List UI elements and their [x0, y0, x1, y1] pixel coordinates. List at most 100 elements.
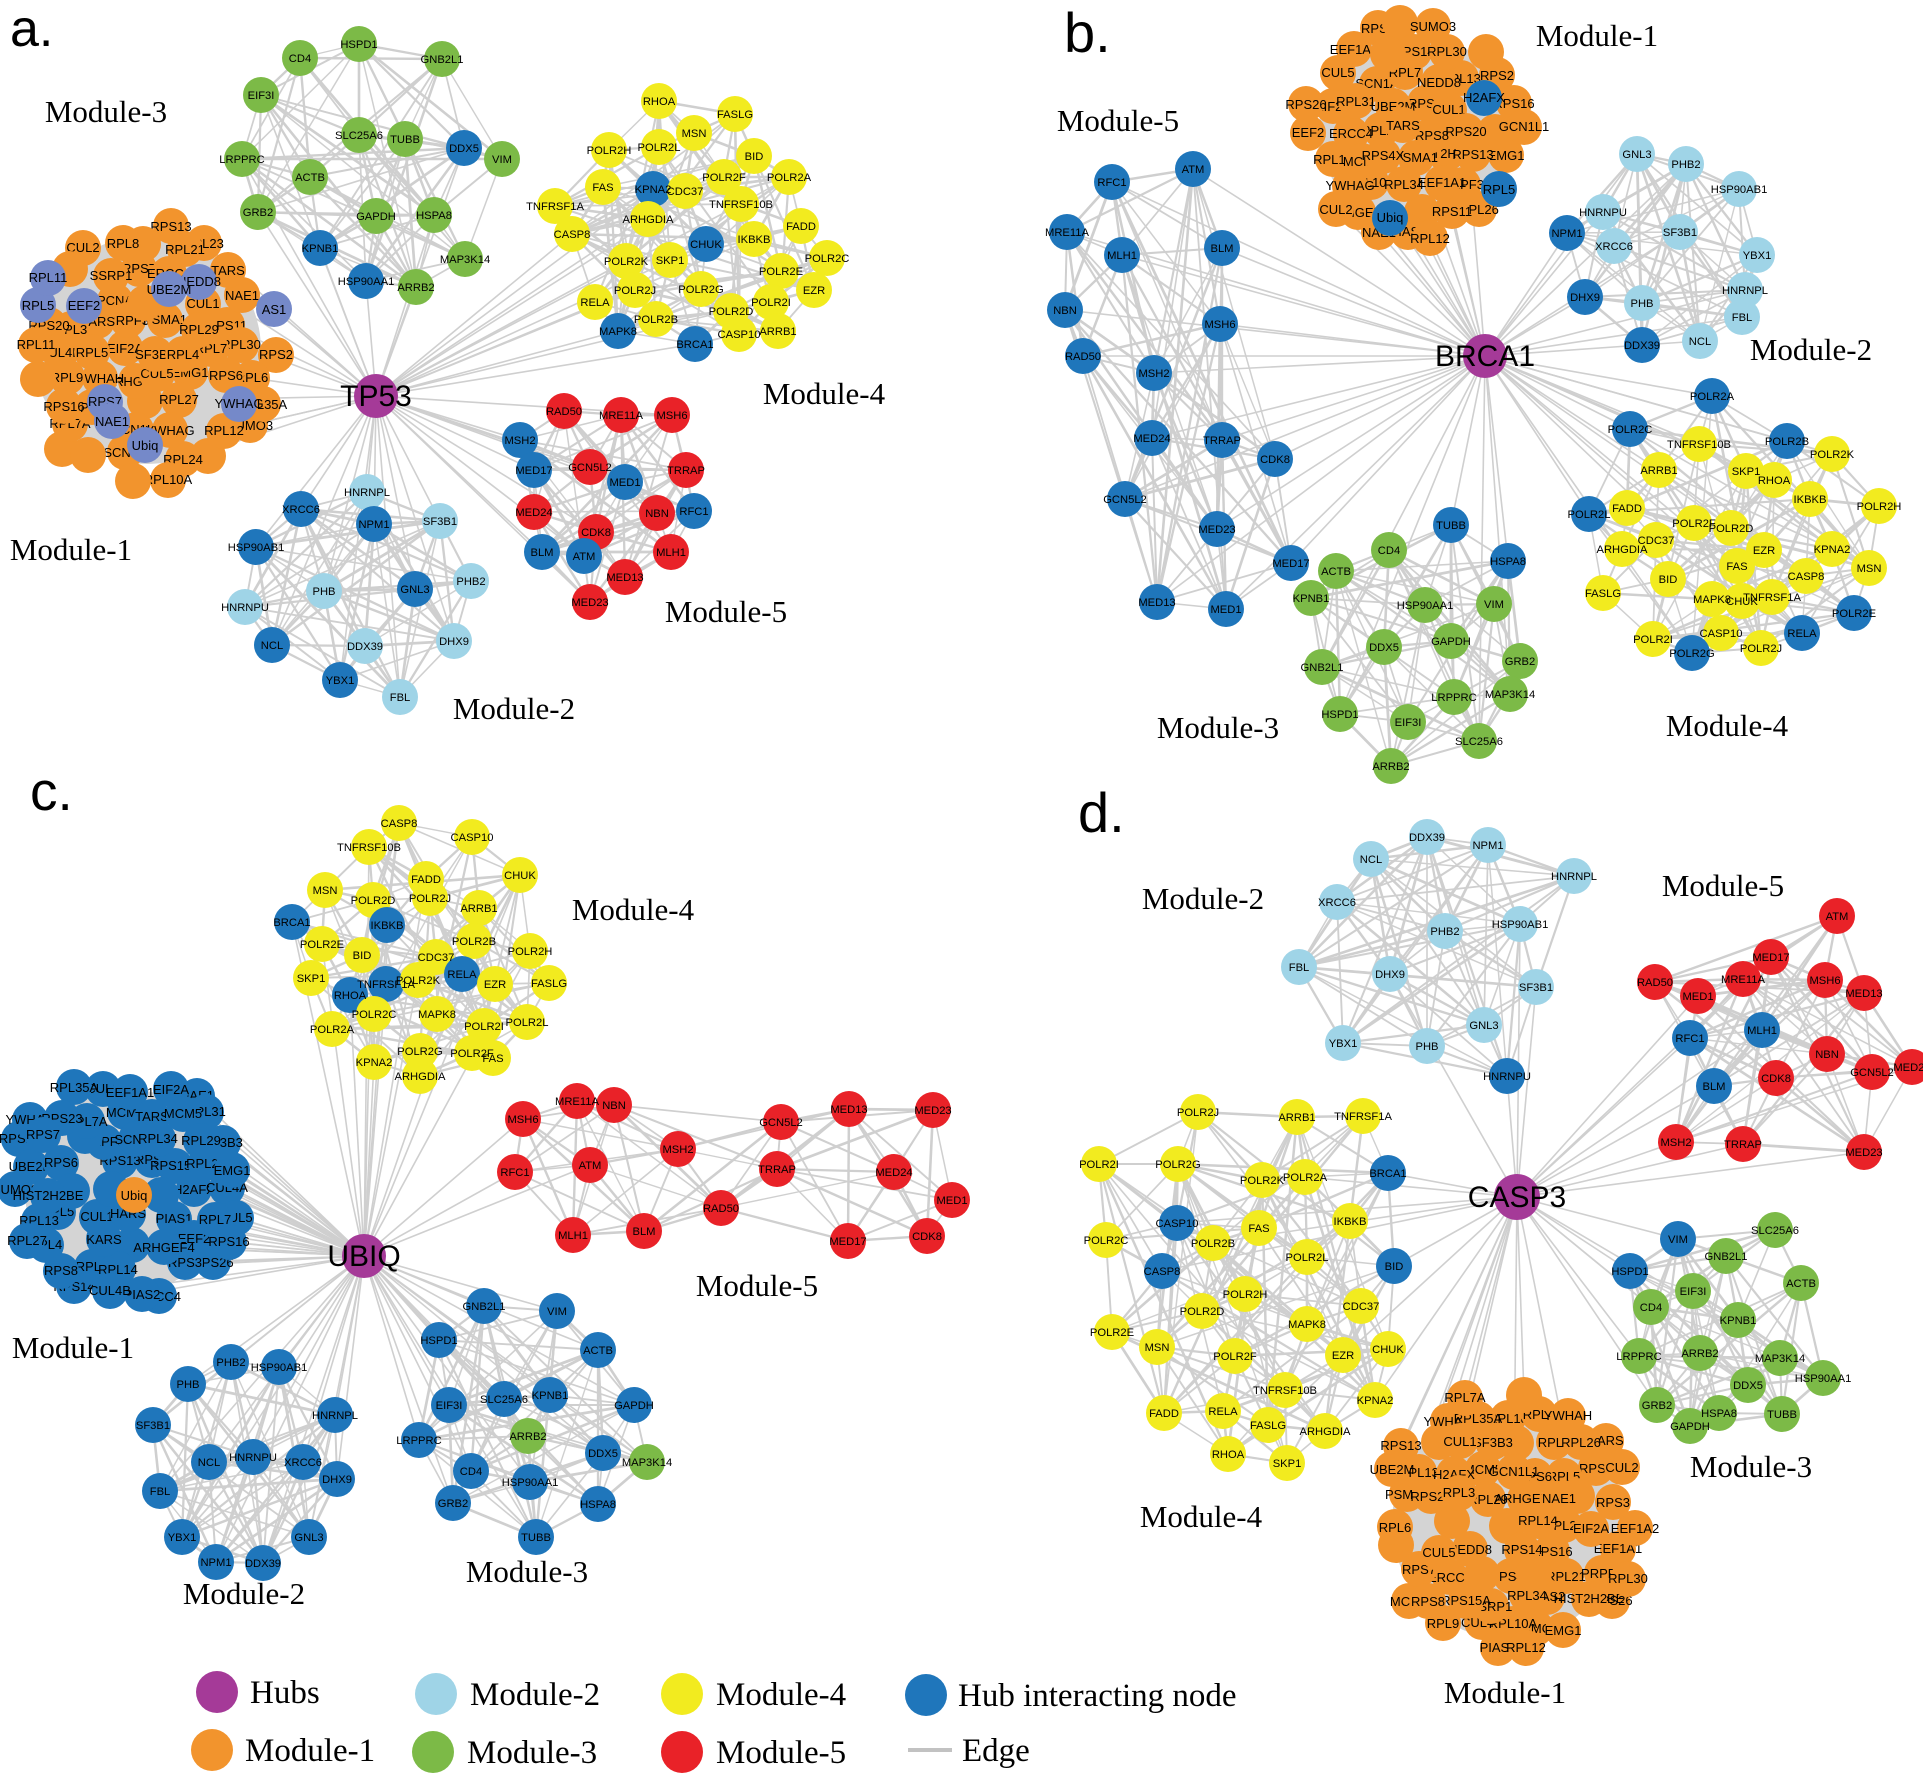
svg-text:IKBKB: IKBKB	[738, 234, 771, 246]
svg-text:HSP90AB1: HSP90AB1	[1711, 184, 1768, 196]
svg-text:GNL3: GNL3	[400, 584, 429, 596]
svg-text:Module-2: Module-2	[1142, 881, 1264, 916]
svg-text:DDX39: DDX39	[1409, 832, 1445, 844]
svg-text:NPM1: NPM1	[358, 519, 389, 531]
svg-text:POLR2G: POLR2G	[678, 284, 723, 296]
svg-text:ATM: ATM	[1826, 911, 1849, 923]
svg-text:RPL11: RPL11	[29, 270, 68, 285]
svg-text:GNL3: GNL3	[1622, 149, 1651, 161]
svg-text:MED17: MED17	[1272, 558, 1309, 570]
svg-text:CUL1: CUL1	[1443, 1434, 1476, 1449]
svg-text:GRB2: GRB2	[243, 207, 273, 219]
svg-text:Module-1: Module-1	[10, 532, 132, 567]
svg-text:HNRNPU: HNRNPU	[221, 602, 269, 614]
svg-text:HNRNPL: HNRNPL	[312, 1410, 358, 1422]
svg-text:MED23: MED23	[571, 597, 608, 609]
svg-text:MRE11A: MRE11A	[1721, 974, 1765, 986]
svg-text:Ubiq: Ubiq	[121, 1188, 148, 1203]
svg-text:RPS26: RPS26	[1285, 97, 1326, 112]
svg-text:FADD: FADD	[1149, 1408, 1179, 1420]
svg-text:HNRNPU: HNRNPU	[229, 1452, 277, 1464]
svg-text:BRCA1: BRCA1	[1435, 340, 1535, 373]
svg-text:RPL27: RPL27	[159, 392, 199, 407]
svg-text:HSP90AB1: HSP90AB1	[228, 542, 285, 554]
svg-text:KPNB1: KPNB1	[532, 1390, 569, 1402]
svg-text:CDC37: CDC37	[667, 186, 704, 198]
svg-text:POLR2J: POLR2J	[1740, 643, 1782, 655]
svg-text:DDX39: DDX39	[1624, 340, 1660, 352]
svg-text:HSPA8: HSPA8	[1490, 556, 1526, 568]
svg-text:UBE2M: UBE2M	[147, 282, 192, 297]
svg-text:YBX1: YBX1	[1329, 1038, 1358, 1050]
svg-text:VIM: VIM	[547, 1306, 567, 1318]
svg-text:IKBKB: IKBKB	[371, 920, 404, 932]
svg-text:Ubiq: Ubiq	[132, 438, 159, 453]
svg-text:FADD: FADD	[411, 874, 441, 886]
svg-text:RPS16: RPS16	[208, 1234, 249, 1249]
svg-text:Module-5: Module-5	[696, 1268, 818, 1303]
svg-text:AS1: AS1	[262, 302, 287, 317]
svg-text:HSPA8: HSPA8	[416, 210, 452, 222]
svg-text:POLR2L: POLR2L	[506, 1017, 549, 1029]
svg-text:CHUK: CHUK	[1372, 1344, 1404, 1356]
svg-text:RPL30: RPL30	[221, 337, 261, 352]
svg-text:POLR2B: POLR2B	[1765, 436, 1809, 448]
svg-text:HNRNPU: HNRNPU	[1579, 207, 1627, 219]
svg-text:ACTB: ACTB	[1786, 1278, 1816, 1290]
svg-text:MLH1: MLH1	[1107, 250, 1137, 262]
svg-text:MED24: MED24	[875, 1167, 912, 1179]
svg-text:c.: c.	[30, 760, 73, 822]
svg-text:BLM: BLM	[530, 547, 553, 559]
svg-text:NCL: NCL	[198, 1457, 220, 1469]
svg-text:RPS15A: RPS15A	[1441, 1593, 1491, 1608]
svg-text:TNFRSF10B: TNFRSF10B	[1667, 439, 1731, 451]
svg-text:Module-5: Module-5	[665, 594, 787, 629]
svg-text:GCN1L1: GCN1L1	[1499, 119, 1550, 134]
svg-text:CD4: CD4	[1640, 1302, 1662, 1314]
svg-text:MED1: MED1	[1682, 991, 1713, 1003]
svg-text:YBX1: YBX1	[1743, 250, 1772, 262]
svg-text:CUL5: CUL5	[1321, 65, 1354, 80]
svg-text:MSN: MSN	[682, 128, 707, 140]
svg-text:POLR2L: POLR2L	[1286, 1252, 1329, 1264]
svg-text:RAD50: RAD50	[1637, 977, 1673, 989]
svg-text:TUBB: TUBB	[1767, 1409, 1797, 1421]
svg-text:GRB2: GRB2	[1505, 656, 1535, 668]
svg-text:b.: b.	[1064, 1, 1111, 64]
svg-text:FBL: FBL	[390, 692, 411, 704]
svg-text:HSPD1: HSPD1	[1611, 1266, 1648, 1278]
svg-text:POLR2K: POLR2K	[1240, 1175, 1285, 1187]
svg-text:RPL10A: RPL10A	[144, 472, 193, 487]
svg-text:KPNB1: KPNB1	[1293, 593, 1330, 605]
svg-text:MED13: MED13	[830, 1104, 867, 1116]
svg-text:YBX1: YBX1	[168, 1532, 197, 1544]
svg-text:NPM1: NPM1	[200, 1557, 231, 1569]
svg-text:CUL2: CUL2	[86, 1081, 119, 1096]
svg-text:SLC25A6: SLC25A6	[480, 1394, 528, 1406]
svg-text:MSH2: MSH2	[662, 1144, 693, 1156]
svg-text:EZR: EZR	[1753, 545, 1775, 557]
svg-text:POLR2I: POLR2I	[464, 1021, 504, 1033]
svg-text:NPM1: NPM1	[1472, 840, 1503, 852]
svg-text:POLR2I: POLR2I	[1079, 1159, 1119, 1171]
svg-text:RPS4X: RPS4X	[1362, 148, 1405, 163]
svg-text:KPNA2: KPNA2	[1814, 544, 1851, 556]
svg-text:Module-4: Module-4	[763, 376, 886, 411]
svg-text:GAPDH: GAPDH	[1431, 636, 1471, 648]
svg-text:NPM1: NPM1	[1551, 228, 1582, 240]
svg-text:ATM: ATM	[1182, 164, 1205, 176]
svg-text:RPL5: RPL5	[1483, 182, 1516, 197]
svg-text:POLR2C: POLR2C	[805, 253, 850, 265]
svg-text:CDK8: CDK8	[581, 527, 611, 539]
svg-text:RELA: RELA	[580, 297, 610, 309]
svg-text:MED1: MED1	[609, 477, 640, 489]
svg-text:MCM5: MCM5	[164, 1106, 202, 1121]
svg-text:Module-5: Module-5	[1057, 103, 1179, 138]
svg-text:GCN5L2: GCN5L2	[568, 462, 612, 474]
svg-text:RPL9: RPL9	[51, 370, 84, 385]
svg-text:MED23: MED23	[1198, 524, 1235, 536]
svg-text:GCN1L1: GCN1L1	[1489, 1464, 1540, 1479]
svg-text:HSPD1: HSPD1	[340, 39, 377, 51]
svg-text:ACTB: ACTB	[583, 1345, 613, 1357]
svg-text:PIAS1: PIAS1	[156, 1211, 193, 1226]
